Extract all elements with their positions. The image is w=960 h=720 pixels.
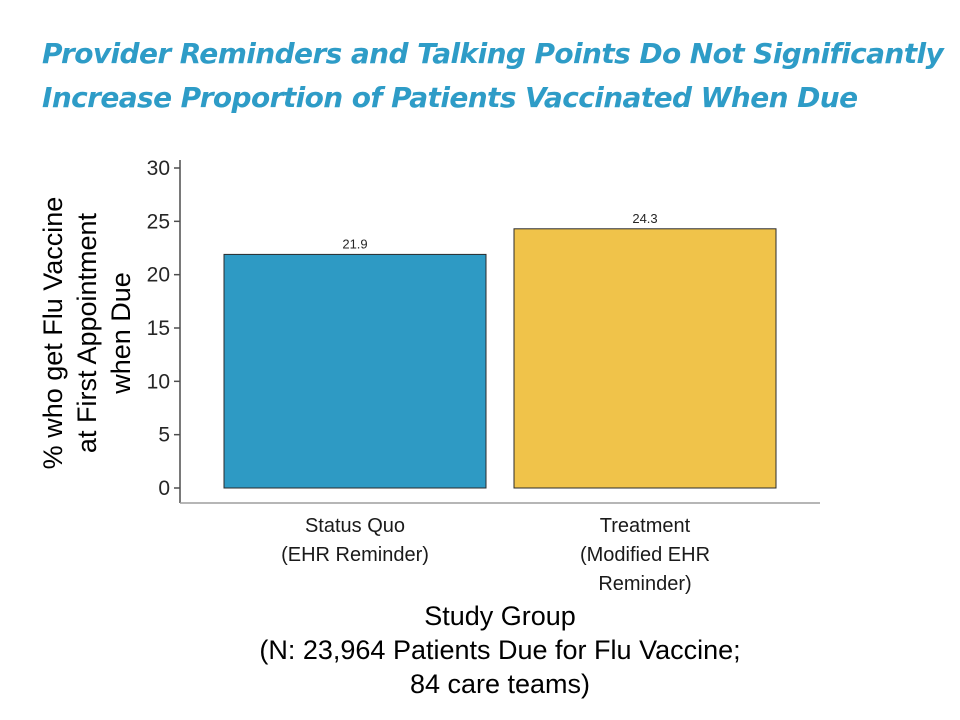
data-label-0: 21.9 (342, 236, 367, 251)
chart-title-line-1: Provider Reminders and Talking Points Do… (42, 37, 944, 70)
y-axis-title-line-2: when Due (106, 272, 136, 395)
data-label-1: 24.3 (632, 211, 657, 226)
y-tick-label: 15 (147, 317, 170, 340)
category-label-1-line-0: Treatment (600, 515, 691, 537)
chart-title-line-2: Increase Proportion of Patients Vaccinat… (42, 81, 858, 114)
y-tick-label: 30 (147, 157, 170, 180)
bar-1 (513, 228, 777, 489)
category-label-0-line-0: Status Quo (305, 515, 405, 537)
y-tick-label: 20 (147, 264, 170, 287)
chart-bars (223, 228, 777, 489)
chart-axes: 0 5 10 15 20 25 30 (147, 157, 820, 504)
x-axis-title-line-2: 84 care teams) (410, 669, 590, 699)
bar-0 (223, 253, 487, 489)
category-label-0-line-1: (EHR Reminder) (281, 544, 429, 566)
category-label-1-line-1: (Modified EHR (580, 544, 710, 566)
y-axis-title-line-1: at First Appointment (72, 212, 102, 453)
y-tick-label: 25 (147, 210, 170, 233)
x-axis-title-line-0: Study Group (424, 601, 576, 631)
y-axis-title-line-0: % who get Flu Vaccine (38, 197, 68, 470)
category-label-1-line-2: Reminder) (598, 573, 691, 595)
y-tick-label: 10 (147, 370, 170, 393)
y-tick-label: 5 (158, 424, 170, 447)
x-axis-title-line-1: (N: 23,964 Patients Due for Flu Vaccine; (259, 635, 740, 665)
y-tick-label: 0 (158, 477, 170, 500)
chart-title: Provider Reminders and Talking Points Do… (42, 32, 957, 120)
chart-labels: 21.9 Status Quo (EHR Reminder) 24.3 Treatmen… (38, 197, 741, 699)
